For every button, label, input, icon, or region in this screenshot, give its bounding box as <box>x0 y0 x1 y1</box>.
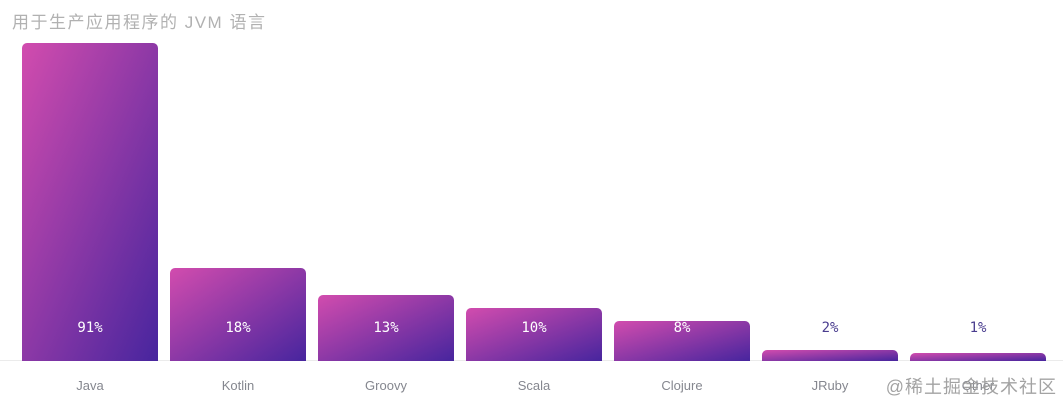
bar-value-label: 8% <box>673 320 691 336</box>
category-label: Clojure <box>661 378 703 393</box>
category-label: Java <box>76 378 104 393</box>
bar-value-label: 2% <box>821 320 839 336</box>
watermark: @稀土掘金技术社区 <box>885 377 1057 397</box>
bar-value-label: 91% <box>77 320 103 336</box>
bar-value-label: 1% <box>969 320 987 336</box>
bar-groovy[interactable] <box>318 295 454 361</box>
bar-value-label: 13% <box>373 320 399 336</box>
bar-value-label: 18% <box>225 320 251 336</box>
category-label: JRuby <box>811 378 849 393</box>
bar-kotlin[interactable] <box>170 268 306 361</box>
bar-java[interactable] <box>22 43 158 361</box>
bar-scala[interactable] <box>466 308 602 361</box>
category-label: Groovy <box>365 378 407 393</box>
bar-value-label: 10% <box>521 320 547 336</box>
category-label: Other <box>961 378 995 393</box>
bar-clojure[interactable] <box>614 321 750 361</box>
chart-title: 用于生产应用程序的 JVM 语言 <box>12 13 267 32</box>
bar-jruby[interactable] <box>762 350 898 361</box>
category-label: Scala <box>517 378 551 393</box>
bar-other[interactable] <box>910 353 1046 361</box>
category-label: Kotlin <box>221 378 255 393</box>
